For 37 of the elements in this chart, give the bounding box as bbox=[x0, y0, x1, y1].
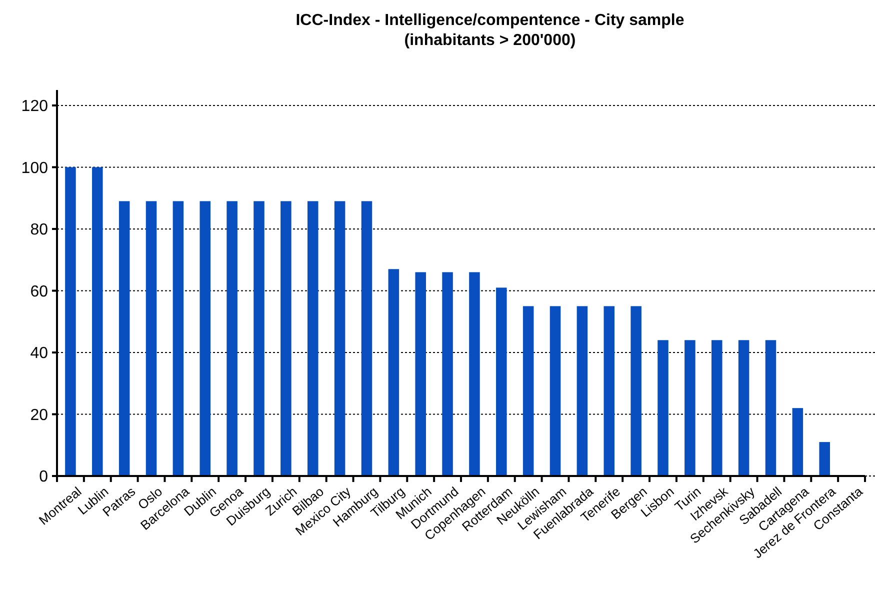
bar bbox=[172, 201, 184, 476]
bar bbox=[522, 306, 534, 476]
bar bbox=[684, 340, 696, 476]
bar bbox=[496, 288, 507, 476]
bar bbox=[280, 201, 292, 476]
bar bbox=[738, 340, 750, 476]
bar bbox=[415, 272, 426, 476]
bar bbox=[254, 201, 264, 476]
bar bbox=[146, 201, 157, 476]
bar bbox=[792, 408, 804, 476]
y-tick-label: 0 bbox=[39, 468, 48, 486]
bar bbox=[334, 201, 346, 476]
bar bbox=[819, 442, 830, 476]
bar bbox=[226, 201, 238, 476]
bar bbox=[200, 201, 211, 476]
y-tick-label: 40 bbox=[30, 345, 48, 362]
bar bbox=[388, 269, 400, 476]
bar bbox=[361, 201, 372, 476]
bar bbox=[576, 306, 588, 476]
bar bbox=[550, 306, 561, 476]
bar bbox=[92, 167, 103, 476]
bar bbox=[604, 306, 615, 476]
bar bbox=[442, 272, 453, 476]
y-tick-label: 60 bbox=[30, 283, 48, 300]
y-tick-label: 20 bbox=[30, 406, 48, 424]
bar bbox=[658, 340, 668, 476]
bar bbox=[65, 167, 76, 476]
y-tick-label: 100 bbox=[21, 160, 48, 177]
bar bbox=[711, 340, 722, 476]
bar bbox=[118, 201, 130, 476]
bar bbox=[765, 340, 776, 476]
bar bbox=[469, 272, 480, 476]
y-tick-label: 120 bbox=[21, 98, 48, 116]
y-tick-label: 80 bbox=[30, 222, 48, 239]
bar bbox=[307, 201, 318, 476]
chart-title: ICC-Index - Intelligence/compentence - City sample (inhabitants > 200'000) bbox=[296, 12, 684, 49]
bar bbox=[630, 306, 642, 476]
